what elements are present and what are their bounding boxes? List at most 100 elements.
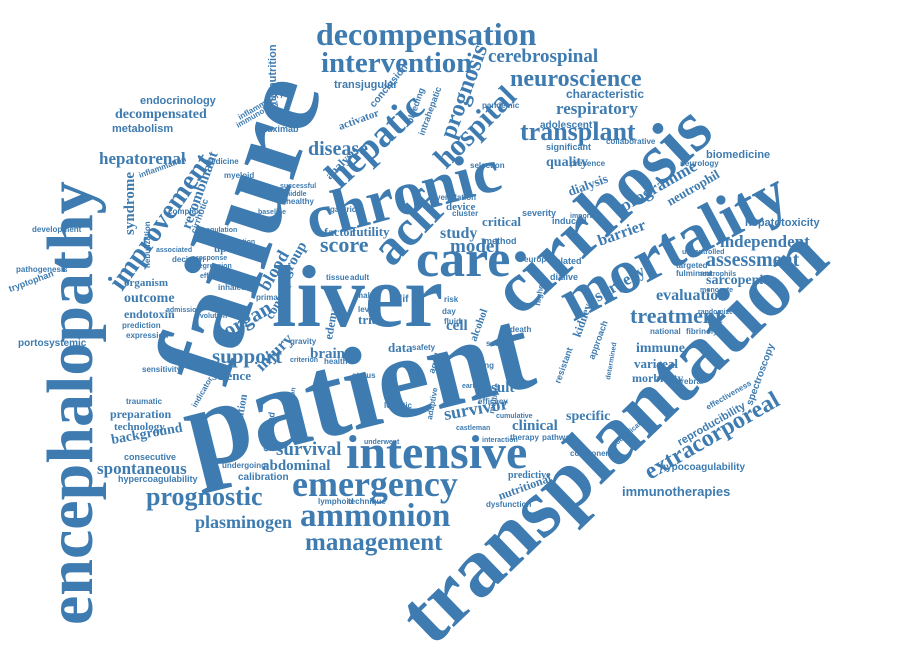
word-data: data xyxy=(388,340,413,355)
word-effective: effective xyxy=(200,273,229,280)
word-collaborative: collaborative xyxy=(606,137,656,146)
word-component: component xyxy=(570,449,613,458)
word-myeloid: myeloid xyxy=(224,171,254,180)
word-neutrophils: neutrophils xyxy=(698,271,736,278)
word-middle: middle xyxy=(284,191,307,198)
word-cerebral: cerebral xyxy=(672,377,703,386)
word-day: day xyxy=(442,307,456,316)
word-admission: admission xyxy=(166,307,201,314)
word-hepatotoxicity: hepatotoxicity xyxy=(745,217,820,229)
word-uncontrolled: uncontrolled xyxy=(682,249,724,256)
word-immunotherapies: immunotherapies xyxy=(622,484,730,499)
word-method: method xyxy=(484,236,517,246)
word-severe: severe xyxy=(486,339,512,348)
word-europe: europe xyxy=(524,255,551,264)
word-clif: clif xyxy=(394,294,409,305)
word-health: health xyxy=(324,357,348,366)
word-baseline: baseline xyxy=(258,209,286,216)
word-assessment: assessment xyxy=(706,249,800,271)
word-abdominal: abdominal xyxy=(262,458,330,474)
word-gastric: gastric xyxy=(330,205,357,214)
word-study: study xyxy=(440,225,477,242)
word-outcome: outcome xyxy=(124,291,175,306)
word-liver: liver xyxy=(272,249,443,346)
word-underwent: underwent xyxy=(364,439,400,446)
word-fulminant: fulminant xyxy=(676,269,712,278)
word-pathway: pathway xyxy=(542,433,575,442)
word-organism: organism xyxy=(124,277,168,289)
word-futility: futility xyxy=(352,224,390,239)
word-undergoing: undergoing xyxy=(222,461,266,470)
word-cumulative: cumulative xyxy=(496,413,533,420)
word-safety: safety xyxy=(412,343,436,352)
word-quality: quality xyxy=(546,155,588,170)
word-immune: immune xyxy=(636,341,685,356)
word-selection: selection xyxy=(470,161,505,170)
word-transjugular: transjugular xyxy=(334,79,398,91)
word-cerebrospinal: cerebrospinal xyxy=(488,46,598,67)
word-successful: successful xyxy=(280,183,316,190)
word-coagulation: coagulation xyxy=(198,227,237,234)
word-gravity: gravity xyxy=(290,337,317,346)
word-spontaneous: spontaneous xyxy=(97,459,187,478)
word-specific: specific xyxy=(566,409,610,424)
word-factor: factor xyxy=(324,225,355,239)
word-significant: significant xyxy=(546,142,591,152)
word-presence: presence xyxy=(570,159,606,168)
word-result: result xyxy=(478,380,514,396)
word-management: management xyxy=(305,529,443,556)
word-severity: severity xyxy=(522,208,556,218)
word-response: response xyxy=(196,255,227,262)
word-young: young xyxy=(470,361,494,370)
word-brain: brain xyxy=(310,346,346,362)
word-endocrinology: endocrinology xyxy=(140,95,217,107)
word-resistant: resistant xyxy=(552,346,574,385)
word-plasminogen: plasminogen xyxy=(195,512,292,532)
word-criterion: criterion xyxy=(290,357,318,364)
word-science: science xyxy=(212,368,251,383)
word-decision: decision xyxy=(172,255,205,264)
word-neuroscience: neuroscience xyxy=(510,66,642,92)
word-variceal: variceal xyxy=(634,356,678,371)
word-targeted: targeted xyxy=(676,261,708,270)
word-cell: cell xyxy=(446,318,468,334)
word-score: score xyxy=(320,232,369,257)
word-randomized: randomized xyxy=(698,309,737,316)
word-characteristic: characteristic xyxy=(566,87,644,101)
word-device: device xyxy=(446,201,475,213)
word-survival: survival xyxy=(276,439,341,460)
word-critical: critical xyxy=(482,214,521,229)
word-hypercoagulability: hypercoagulability xyxy=(118,474,198,484)
word-status: status xyxy=(352,371,376,380)
word-male: male xyxy=(356,291,375,300)
word-fluid: fluid xyxy=(444,317,461,326)
word-intensive: intensive xyxy=(346,426,527,479)
word-logistic: logistic xyxy=(384,401,413,410)
word-related: related xyxy=(552,256,582,266)
word-primary: primary xyxy=(256,293,286,302)
word-hepatorenal: hepatorenal xyxy=(99,149,186,168)
word-model: model xyxy=(450,236,500,257)
word-induced: induced xyxy=(552,216,587,226)
word-treatment: treatment xyxy=(630,303,723,328)
word-risk: risk xyxy=(444,295,459,304)
word-sarcopenia: sarcopenia xyxy=(706,273,770,288)
word-interaction: interaction xyxy=(482,437,518,444)
word-technology: technology xyxy=(114,421,165,433)
word-development: development xyxy=(32,225,82,234)
word-trial: trial xyxy=(358,312,382,327)
word-castleman: castleman xyxy=(456,425,490,432)
word-hypocoagulability: hypocoagulability xyxy=(660,462,745,473)
word-expression: expression xyxy=(126,331,168,340)
word-malnutrition: malnutrition xyxy=(267,44,279,108)
word-sensitivity: sensitivity xyxy=(142,365,182,374)
word-lymphoid: lymphoid xyxy=(318,497,354,506)
word-dialive: dialive xyxy=(550,272,578,282)
word-biomedicine: biomedicine xyxy=(706,149,770,161)
word-endotoxin: endotoxin xyxy=(124,307,175,321)
word-associated: associated xyxy=(156,247,192,254)
word-intervention: intervention xyxy=(321,47,472,79)
word-therapy: therapy xyxy=(510,433,539,442)
word-regression: regression xyxy=(196,263,232,270)
